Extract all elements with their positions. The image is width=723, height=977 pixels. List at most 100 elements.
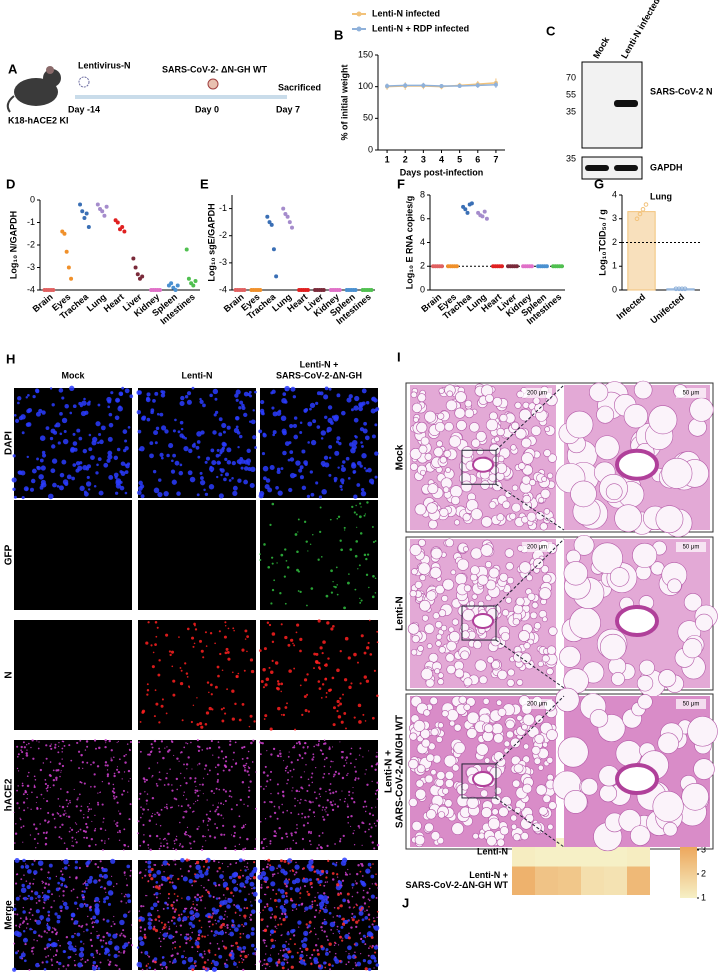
signal: [180, 427, 184, 431]
alveolus: [480, 544, 494, 557]
signal: [359, 601, 362, 604]
signal: [323, 892, 326, 895]
signal: [308, 859, 314, 865]
signal: [359, 932, 361, 934]
signal: [104, 745, 107, 749]
signal: [160, 808, 163, 811]
signal: [175, 930, 178, 934]
signal: [220, 750, 224, 753]
signal: [298, 926, 300, 928]
signal: [54, 826, 57, 829]
signal: [20, 414, 26, 420]
point: [175, 283, 180, 288]
signal: [136, 409, 142, 415]
signal: [75, 805, 78, 808]
signal: [37, 860, 44, 866]
signal: [139, 940, 145, 947]
signal: [263, 718, 266, 720]
signal: [145, 869, 147, 871]
signal: [25, 917, 28, 921]
signal: [323, 394, 329, 400]
signal: [170, 469, 176, 474]
signal: [263, 880, 266, 883]
heat-cell: [535, 866, 558, 895]
signal: [142, 905, 145, 908]
signal: [361, 388, 367, 394]
point: [193, 279, 198, 283]
signal: [13, 842, 16, 844]
alveolus: [463, 584, 472, 593]
signal: [316, 425, 321, 429]
signal: [269, 523, 272, 527]
signal: [350, 747, 353, 750]
signal: [343, 712, 347, 715]
signal: [375, 806, 377, 808]
signal: [323, 961, 327, 965]
y-tick-label: -4: [27, 284, 35, 294]
signal: [79, 781, 82, 783]
signal: [250, 931, 255, 936]
signal: [376, 641, 379, 644]
signal: [62, 901, 68, 907]
signal: [126, 884, 129, 887]
signal: [199, 399, 204, 404]
signal: [282, 430, 287, 436]
signal: [22, 910, 26, 914]
signal: [321, 929, 324, 932]
signal: [269, 934, 272, 936]
signal: [214, 766, 217, 769]
signal: [224, 712, 227, 715]
signal: [340, 925, 344, 929]
signal: [187, 956, 194, 963]
alveolus: [503, 740, 511, 748]
signal: [197, 749, 201, 752]
signal: [112, 783, 115, 786]
signal: [173, 840, 176, 842]
signal: [61, 873, 64, 876]
signal: [207, 959, 209, 961]
signal: [170, 954, 173, 958]
signal: [239, 932, 242, 935]
signal: [189, 777, 192, 780]
signal: [233, 825, 236, 828]
signal: [192, 645, 195, 648]
signal: [368, 828, 370, 831]
signal: [206, 890, 210, 894]
signal: [271, 389, 276, 394]
signal: [22, 920, 26, 923]
signal: [160, 393, 166, 398]
signal: [231, 879, 237, 884]
alveolus: [687, 716, 718, 747]
signal: [321, 652, 324, 655]
signal: [205, 840, 207, 842]
signal: [330, 928, 333, 931]
signal: [70, 448, 75, 453]
point: [131, 256, 136, 261]
signal: [195, 864, 201, 871]
signal: [195, 800, 197, 803]
signal: [66, 805, 69, 808]
signal: [303, 930, 309, 937]
signal: [149, 441, 154, 446]
signal: [140, 951, 143, 954]
column-header: Lenti-N +: [300, 359, 339, 369]
signal: [189, 842, 192, 845]
signal: [228, 479, 232, 482]
signal: [311, 953, 314, 956]
signal: [233, 904, 236, 906]
signal: [321, 752, 324, 756]
alveolus: [494, 786, 503, 795]
signal: [31, 914, 34, 917]
signal: [262, 788, 265, 790]
signal: [216, 943, 219, 945]
alveolus: [414, 503, 427, 516]
signal: [47, 820, 50, 823]
signal: [45, 787, 48, 790]
signal: [203, 488, 206, 492]
signal: [118, 391, 124, 397]
signal: [293, 667, 296, 670]
step-agent: Sacrificed: [278, 82, 321, 92]
alveolus: [511, 484, 519, 492]
signal: [113, 922, 116, 926]
alveolus: [638, 659, 655, 676]
